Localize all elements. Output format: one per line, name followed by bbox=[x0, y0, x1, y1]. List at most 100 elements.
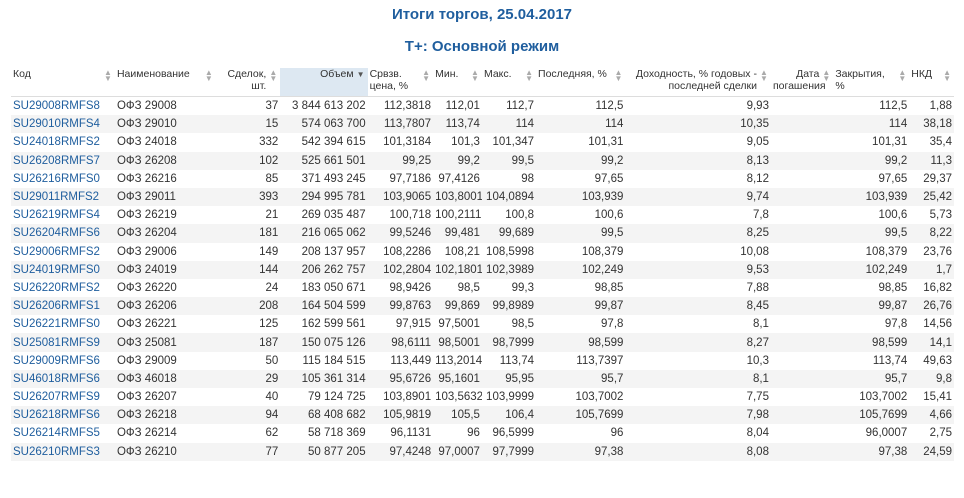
sort-arrows-icon[interactable]: ▲ ▼ bbox=[471, 68, 479, 83]
cell-min: 103,5632 bbox=[435, 391, 482, 404]
column-header-yield[interactable]: Доходность, % годовых - последней сделки… bbox=[625, 68, 771, 97]
security-code-link[interactable]: SU26220RMFS2 bbox=[13, 281, 100, 294]
column-header-last[interactable]: Последняя, % ▲ ▼ bbox=[536, 68, 626, 97]
cell-max: 113,74 bbox=[499, 354, 535, 367]
cell-close: 99,5 bbox=[833, 224, 910, 243]
column-header-maturity[interactable]: Дата погашения ▲ ▼ bbox=[770, 68, 834, 97]
cell-accrued: 14,56 bbox=[923, 318, 952, 331]
security-code-link[interactable]: SU26206RMFS1 bbox=[11, 297, 115, 316]
cell-yield: 8,27 bbox=[625, 333, 771, 352]
cell-volume: 162 599 561 bbox=[301, 318, 366, 331]
cell-maturity bbox=[771, 352, 833, 370]
column-header-max[interactable]: Макс. ▲ ▼ bbox=[481, 68, 537, 97]
cell-maturity bbox=[771, 279, 833, 297]
security-code-link[interactable]: SU26214RMFS5 bbox=[13, 427, 100, 440]
security-code-link[interactable]: SU26218RMFS6 bbox=[11, 406, 115, 425]
security-code-link[interactable]: SU29008RMFS8 bbox=[13, 100, 100, 113]
cell-max: 106,4 bbox=[481, 406, 537, 425]
cell-deals: 181 bbox=[215, 224, 281, 243]
cell-max: 102,3989 bbox=[481, 260, 537, 279]
cell-close: 97,8 bbox=[884, 318, 908, 331]
cell-max: 99,3 bbox=[511, 281, 535, 294]
cell-max: 95,95 bbox=[481, 369, 537, 388]
table-row: SU26210RMFS3 ОФЗ 26210 77 50 877 205 97,4248… bbox=[11, 442, 954, 461]
cell-maturity bbox=[771, 133, 833, 151]
security-code-link[interactable]: SU24019RMFS0 bbox=[11, 260, 115, 279]
column-header-min[interactable]: Мин. ▲ ▼ bbox=[433, 68, 482, 97]
security-code-link[interactable]: SU26219RMFS4 bbox=[13, 209, 100, 222]
column-header-label: Срвзв. цена, % bbox=[369, 68, 409, 92]
table-row: SU26207RMFS9 ОФЗ 26207 40 79 124 725 103,890… bbox=[11, 388, 954, 406]
cell-deals: 208 bbox=[215, 297, 281, 316]
cell-avg-price: 102,2804 bbox=[367, 260, 434, 279]
security-code-link[interactable]: SU26210RMFS3 bbox=[11, 442, 115, 461]
cell-avg-price: 95,6726 bbox=[367, 369, 434, 388]
sort-arrows-icon[interactable]: ▲ ▼ bbox=[204, 68, 213, 83]
cell-volume: 68 408 682 bbox=[280, 406, 368, 425]
cell-deals: 24 bbox=[265, 281, 279, 294]
cell-last: 103,939 bbox=[536, 187, 626, 207]
sort-arrows-icon[interactable]: ▲ ▼ bbox=[943, 68, 951, 83]
table-row: SU26208RMFS7 ОФЗ 26208 102 525 661 501 99,25… bbox=[11, 151, 954, 170]
sort-arrows-icon[interactable]: ▲ ▼ bbox=[422, 68, 431, 83]
security-code-link[interactable]: SU26221RMFS0 bbox=[13, 318, 100, 331]
column-header-volume[interactable]: Объем ▼ bbox=[280, 68, 368, 97]
cell-name: ОФЗ 29010 bbox=[114, 115, 216, 134]
column-header-name[interactable]: Наименование ▲ ▼ bbox=[114, 68, 216, 97]
security-code-link[interactable]: SU29009RMFS6 bbox=[13, 354, 100, 367]
security-code-link[interactable]: SU26207RMFS9 bbox=[13, 391, 100, 404]
column-header-close[interactable]: Закрытия, % ▲ ▼ bbox=[833, 68, 910, 97]
cell-max: 98,7999 bbox=[481, 333, 537, 352]
security-code-link[interactable]: SU26216RMFS0 bbox=[13, 172, 100, 185]
cell-deals: 125 bbox=[259, 318, 279, 331]
cell-deals: 149 bbox=[259, 245, 279, 258]
column-header-code[interactable]: Код ▲ ▼ bbox=[11, 68, 115, 97]
cell-volume: 542 394 615 bbox=[301, 136, 366, 149]
cell-accrued: 9,8 bbox=[909, 369, 954, 388]
security-code-link[interactable]: SU29010RMFS4 bbox=[11, 115, 115, 134]
cell-close: 97,38 bbox=[833, 442, 910, 461]
cell-close: 105,7699 bbox=[833, 406, 910, 425]
table-row: SU25081RMFS9 ОФЗ 25081 187 150 075 126 98,61… bbox=[11, 333, 954, 352]
cell-yield: 7,8 bbox=[752, 209, 769, 222]
cell-maturity bbox=[771, 206, 833, 224]
sort-arrows-icon[interactable]: ▲ ▼ bbox=[898, 68, 907, 83]
cell-name: ОФЗ 29008 bbox=[116, 100, 177, 113]
security-code-link[interactable]: SU24018RMFS2 bbox=[13, 136, 100, 149]
security-code-link[interactable]: SU29006RMFS2 bbox=[13, 245, 100, 258]
cell-maturity bbox=[770, 442, 834, 461]
sort-arrows-icon[interactable]: ▲ ▼ bbox=[822, 68, 831, 83]
sort-arrows-icon[interactable]: ▲ ▼ bbox=[614, 68, 623, 83]
cell-last: 114 bbox=[536, 115, 626, 134]
cell-name: ОФЗ 26218 bbox=[114, 406, 216, 425]
cell-name: ОФЗ 26216 bbox=[116, 172, 177, 185]
cell-avg-price: 99,8763 bbox=[367, 297, 434, 316]
security-code-link[interactable]: SU25081RMFS9 bbox=[11, 333, 115, 352]
security-code-link[interactable]: SU29011RMFS2 bbox=[11, 187, 115, 207]
table-row: SU26206RMFS1 ОФЗ 26206 208 164 504 599 99,87… bbox=[11, 297, 954, 316]
cell-max: 96,5999 bbox=[492, 427, 535, 440]
cell-max: 98,5 bbox=[511, 318, 535, 331]
sort-desc-icon[interactable]: ▼ bbox=[356, 70, 365, 79]
cell-volume: 574 063 700 bbox=[280, 115, 368, 134]
cell-volume: 3 844 613 202 bbox=[292, 100, 366, 113]
security-code-link[interactable]: SU46018RMFS6 bbox=[11, 369, 115, 388]
cell-deals: 187 bbox=[215, 333, 281, 352]
column-header-avg-price[interactable]: Срвзв. цена, % ▲ ▼ bbox=[367, 68, 434, 97]
cell-yield: 9,93 bbox=[746, 100, 769, 113]
cell-avg-price: 97,7186 bbox=[389, 172, 432, 185]
cell-avg-price: 113,449 bbox=[390, 354, 432, 367]
cell-name: ОФЗ 26210 bbox=[114, 442, 216, 461]
sort-arrows-icon[interactable]: ▲ ▼ bbox=[760, 68, 768, 83]
sort-arrows-icon[interactable]: ▲ ▼ bbox=[269, 68, 278, 83]
column-header-accrued[interactable]: НКД ▲ ▼ bbox=[909, 68, 954, 97]
sort-arrows-icon[interactable]: ▲ ▼ bbox=[104, 68, 112, 83]
security-code-link[interactable]: SU26208RMFS7 bbox=[11, 151, 115, 170]
column-header-deals[interactable]: Сделок, шт. ▲ ▼ bbox=[215, 68, 281, 97]
cell-maturity bbox=[770, 224, 834, 243]
cell-close: 97,65 bbox=[878, 172, 908, 185]
sort-arrows-icon[interactable]: ▲ ▼ bbox=[525, 68, 534, 83]
cell-accrued: 5,73 bbox=[929, 209, 952, 222]
cell-volume: 183 050 671 bbox=[301, 281, 366, 294]
security-code-link[interactable]: SU26204RMFS6 bbox=[11, 224, 115, 243]
